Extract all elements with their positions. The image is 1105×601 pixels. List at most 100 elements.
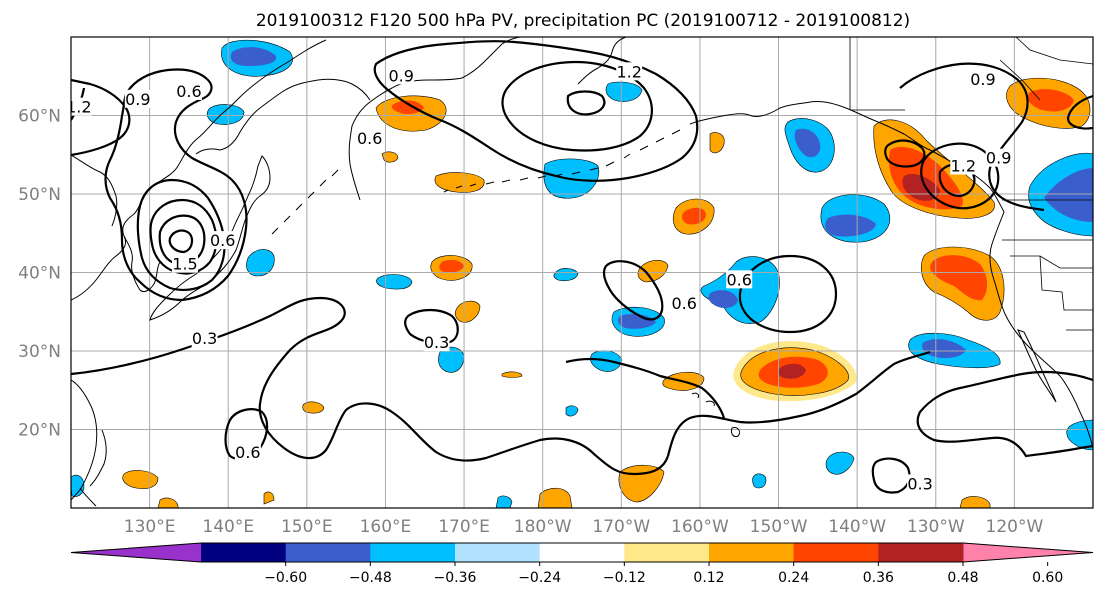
pos-anomaly-core: [930, 255, 988, 301]
pos-anomaly-core: [391, 100, 424, 115]
neg-anomaly-patch: [438, 346, 465, 373]
colorbar-tick-label: −0.48: [349, 570, 392, 586]
pos-anomaly-patch: [959, 496, 991, 508]
contour-label-background: [191, 329, 218, 348]
contour-label-background: [423, 333, 450, 352]
pv-contour-1.8: [168, 229, 194, 254]
pos-anomaly-patch: [454, 300, 481, 323]
colorbar-segment: [539, 543, 625, 562]
map-frame: [70, 36, 1094, 509]
pos-anomaly-core: [439, 259, 464, 273]
neg-anomaly-patch: [376, 274, 413, 290]
neg-anomaly-core: [794, 128, 821, 158]
pv-contour-labels: 0.3 0.3 0.3 0.6 0.6 0.6 0.6 0.6 0.6 0.9 0.9 0.9 0.9 1…: [66, 62, 1012, 493]
pv-contour-label: 0.6: [176, 82, 201, 101]
longitude-label: 130°W: [907, 517, 965, 537]
pv-contour-label: 0.6: [671, 294, 696, 313]
neg-anomaly-patch: [495, 495, 513, 508]
philippines: [79, 429, 107, 507]
pos-anomaly-patch: [434, 172, 485, 193]
pv-contour-label: 0.9: [388, 66, 413, 85]
pv-contour-label: 0.3: [907, 474, 932, 493]
pv-contour-1.2: [920, 142, 1000, 210]
colorbar-tick-label: −0.36: [434, 570, 477, 586]
hawaii-islands: [691, 392, 741, 437]
colorbar-segment: [455, 543, 541, 562]
longitude-label: 140°E: [202, 517, 254, 537]
pv-contour-1.2: [1066, 94, 1093, 130]
colorbar-tick-label: −0.12: [603, 570, 646, 586]
colorbar-tick-label: −0.24: [518, 570, 561, 586]
contour-label-background: [71, 97, 92, 116]
precipitation-shading: [71, 39, 1093, 508]
pv-contour-label: 0.9: [125, 90, 150, 109]
latitude-label: 30°N: [18, 342, 61, 362]
longitude-labels: 130°E 140°E 150°E 160°E 170°E 180°W 170°W 160°W…: [124, 517, 1044, 537]
neg-anomaly-core: [825, 214, 876, 237]
neg-anomaly-patch: [565, 405, 579, 417]
pos-anomaly-patch: [381, 151, 399, 163]
pv-contour-0.3: [71, 296, 670, 476]
pv-contour-label: 0.6: [235, 443, 260, 462]
contour-label-background: [950, 156, 977, 175]
longitude-label: 150°E: [281, 517, 333, 537]
pv-contour-0.6: [602, 260, 664, 321]
pv-contour-label: 0.3: [424, 333, 449, 352]
contour-label-background: [124, 89, 151, 108]
pos-anomaly-patch: [537, 487, 573, 508]
figure-title: 2019100312 F120 500 hPa PV, precipitatio…: [256, 11, 910, 31]
contour-label-background: [985, 148, 1012, 167]
contour-label-background: [616, 62, 643, 81]
colorbar-tick-label: 0.60: [1032, 570, 1063, 586]
colorbar-segment: [201, 543, 287, 562]
pv-contour-label: 0.3: [192, 329, 217, 348]
pv-contour-0.9: [899, 62, 1045, 212]
neg-anomaly-patch: [752, 473, 767, 489]
colorbar-segment: [624, 543, 710, 562]
contour-label-background: [175, 81, 202, 100]
colorbar-tick-label: −0.60: [264, 570, 307, 586]
pv-contour-0.9: [373, 40, 699, 182]
borders: [849, 37, 1093, 331]
pv-contour-0.6: [104, 68, 248, 302]
contour-label-background: [907, 474, 934, 493]
colorbar-segment: [709, 543, 795, 562]
longitude-label: 170°W: [592, 517, 650, 537]
pos-anomaly-patch: [302, 401, 325, 414]
pv-contour-0.3: [565, 357, 726, 419]
sea-of-okhotsk-coast: [195, 78, 371, 155]
contour-label-background: [726, 270, 753, 289]
neg-anomaly-core: [230, 47, 277, 66]
neg-anomaly-core: [708, 290, 738, 308]
pos-anomaly-core: [1027, 89, 1074, 112]
pv-contour-label: 1.2: [66, 98, 91, 117]
longitude-label: 180°W: [514, 517, 572, 537]
contour-label-background: [234, 443, 261, 462]
pos-anomaly-patch: [709, 132, 725, 154]
pv-contour-0.3: [404, 308, 459, 344]
longitude-label: 150°W: [750, 517, 808, 537]
east-china-coast: [71, 379, 98, 501]
latitude-labels: 20°N 30°N 40°N 50°N 60°N: [18, 107, 61, 441]
colorbar-max-extension: [963, 543, 1093, 562]
pv-contour-0.9: [71, 78, 131, 157]
pv-contour-label: 0.9: [970, 70, 995, 89]
contour-label-background: [209, 231, 236, 250]
colorbar: −0.60 −0.48 −0.36 −0.24 −0.12 0.12 0.24 0.36 0.4…: [70, 542, 1094, 586]
longitude-label: 170°E: [438, 517, 490, 537]
alaska-west-coast: [577, 37, 627, 85]
longitude-label: 160°E: [360, 517, 412, 537]
pv-contour-0.9: [884, 139, 926, 168]
neg-anomaly-patch: [71, 474, 85, 497]
pv-contour-label: 1.2: [616, 62, 641, 81]
latitude-label: 60°N: [18, 107, 61, 127]
pv-contour-label: 0.6: [357, 129, 382, 148]
aleutian-islands: [443, 129, 681, 193]
colorbar-tick-label: 0.12: [693, 570, 724, 586]
latitude-label: 50°N: [18, 185, 61, 205]
pv-contour-0.6: [738, 254, 838, 334]
colorbar-min-extension: [71, 543, 201, 562]
longitude-label: 140°W: [828, 517, 886, 537]
neg-anomaly-patch: [605, 81, 643, 102]
pos-anomaly-patch: [501, 371, 523, 378]
